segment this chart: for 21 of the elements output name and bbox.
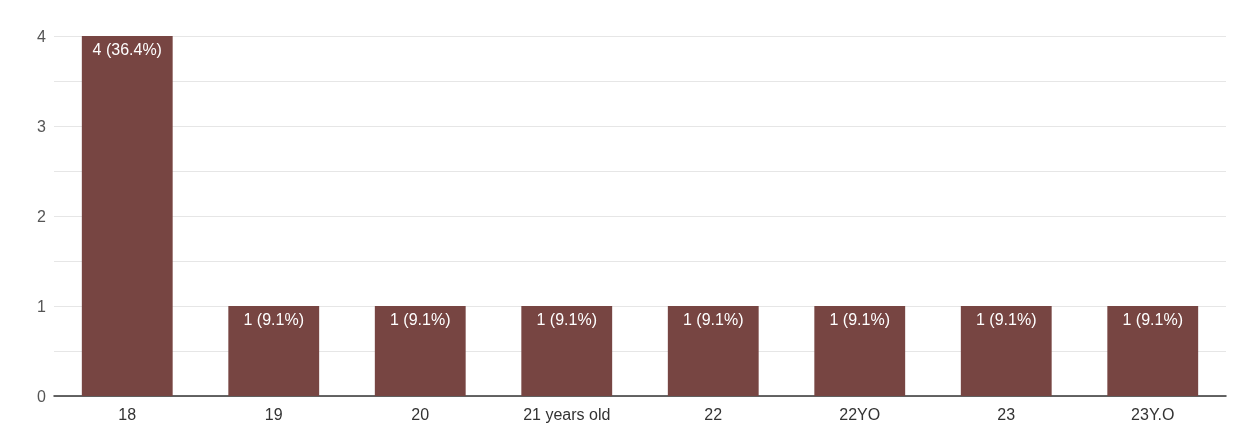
x-tick-label: 21 years old [523, 405, 611, 423]
x-tick-label: 23 [997, 405, 1016, 423]
data-label: 1 (9.1%) [1122, 310, 1183, 328]
x-tick-label: 23Y.O [1131, 405, 1175, 423]
data-label: 1 (9.1%) [390, 310, 451, 328]
x-tick-label: 20 [411, 405, 430, 423]
y-tick-label: 2 [37, 207, 47, 225]
data-label: 4 (36.4%) [92, 40, 162, 58]
data-label: 1 (9.1%) [683, 310, 744, 328]
y-tick-label: 4 [37, 27, 47, 45]
data-label: 1 (9.1%) [536, 310, 597, 328]
data-label: 1 (9.1%) [243, 310, 304, 328]
x-tick-label: 19 [264, 405, 283, 423]
y-tick-label: 3 [37, 117, 47, 135]
data-label: 1 (9.1%) [976, 310, 1037, 328]
y-tick-label: 1 [37, 297, 47, 315]
y-tick-label: 0 [37, 387, 47, 405]
x-tick-label: 22 [704, 405, 723, 423]
x-tick-label: 22YO [839, 405, 881, 423]
data-label: 1 (9.1%) [829, 310, 890, 328]
x-tick-label: 18 [118, 405, 137, 423]
